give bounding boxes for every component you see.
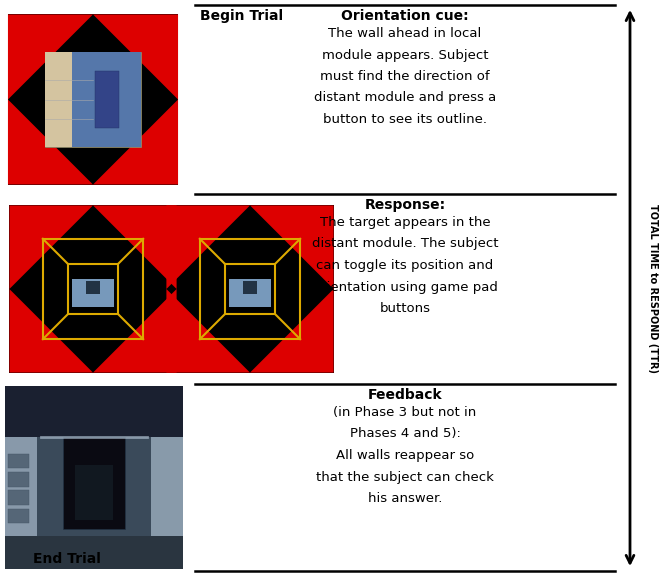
- Bar: [9, 205, 176, 373]
- Text: Orientation cue:: Orientation cue:: [341, 9, 469, 23]
- Text: End Trial: End Trial: [33, 552, 101, 566]
- Text: The target appears in the
distant module. The subject
can toggle its position an: The target appears in the distant module…: [312, 216, 499, 315]
- Bar: [95, 71, 119, 128]
- Polygon shape: [9, 289, 93, 373]
- Polygon shape: [8, 99, 93, 185]
- Polygon shape: [93, 289, 176, 373]
- Text: Response:: Response:: [365, 198, 446, 212]
- Bar: [76, 465, 113, 519]
- Bar: [243, 281, 257, 294]
- Bar: [45, 52, 72, 147]
- Bar: [45, 52, 141, 147]
- Bar: [229, 280, 271, 307]
- Text: Feedback: Feedback: [368, 388, 442, 402]
- Bar: [8, 472, 29, 487]
- Bar: [5, 536, 183, 569]
- Bar: [5, 437, 37, 569]
- Polygon shape: [166, 205, 250, 289]
- Bar: [8, 453, 29, 468]
- Bar: [72, 280, 114, 307]
- Polygon shape: [93, 14, 178, 99]
- Polygon shape: [250, 289, 333, 373]
- Bar: [166, 205, 333, 373]
- Polygon shape: [9, 205, 93, 289]
- Text: Begin Trial: Begin Trial: [200, 9, 283, 23]
- Bar: [5, 386, 183, 437]
- Bar: [8, 490, 29, 505]
- Text: (in Phase 3 but not in
Phases 4 and 5):
All walls reappear so
that the subject c: (in Phase 3 but not in Phases 4 and 5): …: [316, 406, 494, 505]
- Bar: [72, 52, 141, 147]
- Bar: [5, 386, 183, 569]
- Polygon shape: [8, 14, 93, 99]
- Polygon shape: [166, 289, 250, 373]
- Bar: [86, 281, 101, 294]
- Bar: [151, 437, 183, 569]
- Polygon shape: [250, 205, 333, 289]
- Bar: [63, 437, 125, 529]
- Polygon shape: [93, 99, 178, 185]
- Text: The wall ahead in local
module appears. Subject
must find the direction of
dista: The wall ahead in local module appears. …: [314, 27, 496, 126]
- Text: TOTAL TIME to RESPOND (TTR): TOTAL TIME to RESPOND (TTR): [648, 204, 658, 373]
- Bar: [8, 14, 178, 185]
- Bar: [8, 509, 29, 523]
- Polygon shape: [93, 205, 176, 289]
